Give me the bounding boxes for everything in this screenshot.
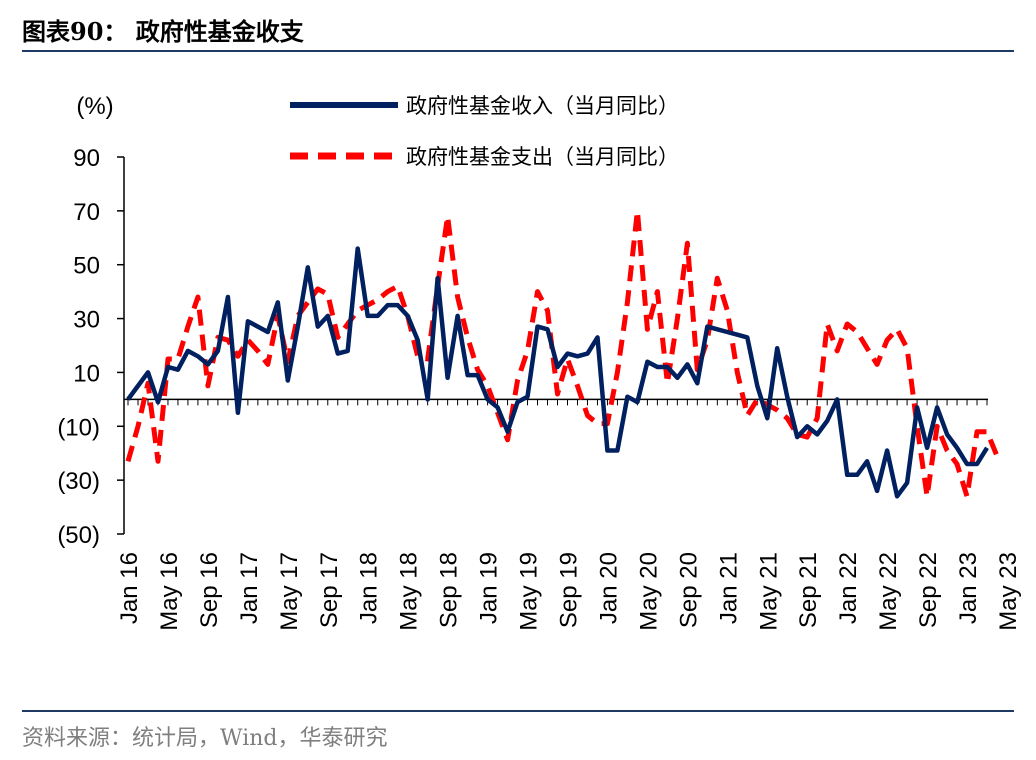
x-tick-label: Jan 17	[236, 552, 263, 624]
x-tick-label: Jan 16	[116, 552, 143, 624]
x-tick-label: Jan 22	[835, 552, 862, 624]
y-tick-label: (30)	[57, 468, 100, 495]
x-tick-label: May 17	[276, 552, 303, 631]
title-divider	[22, 50, 1014, 52]
y-tick-label: 30	[73, 307, 100, 334]
y-tick-label: 70	[73, 199, 100, 226]
x-tick-label: Jan 23	[955, 552, 982, 624]
y-tick-label: (50)	[57, 522, 100, 549]
x-tick-label: May 18	[396, 552, 423, 631]
x-tick-label: Jan 21	[715, 552, 742, 624]
x-tick-label: May 20	[635, 552, 662, 631]
x-tick-label: Sep 18	[436, 552, 463, 628]
legend-label: 政府性基金支出（当月同比）	[406, 145, 679, 169]
y-tick-label: 90	[73, 145, 100, 172]
x-tick-label: May 22	[875, 552, 902, 631]
y-tick-label: 50	[73, 253, 100, 280]
x-tick-label: Sep 17	[316, 552, 343, 628]
x-tick-label: Jan 20	[595, 552, 622, 624]
x-axis-ticks: Jan 16 May 16 Sep 16 Jan 17 May 17 Sep 17 Jan …	[116, 399, 1022, 631]
y-tick-label: 10	[73, 360, 100, 387]
chart-series	[125, 208, 1000, 499]
x-tick-label: Sep 19	[555, 552, 582, 628]
footer-divider	[22, 710, 1014, 712]
x-tick-label: Sep 22	[915, 552, 942, 628]
y-axis-ticks: 90 70 50 30 10 (10) (30) (50)	[57, 145, 124, 549]
y-tick-label: (10)	[57, 414, 100, 441]
legend-label: 政府性基金收入（当月同比）	[406, 94, 679, 118]
x-tick-label: Jan 19	[476, 552, 503, 624]
figure-title: 图表90： 政府性基金收支	[22, 17, 304, 46]
x-tick-label: May 16	[156, 552, 183, 631]
x-tick-label: Sep 16	[196, 552, 223, 628]
x-tick-label: May 19	[516, 552, 543, 631]
source-note: 资料来源：统计局，Wind，华泰研究	[22, 726, 388, 751]
series-expenditure-line	[125, 208, 1000, 499]
x-tick-label: Sep 20	[675, 552, 702, 628]
y-axis-unit: (%)	[76, 93, 113, 120]
x-tick-label: May 23	[995, 552, 1022, 631]
x-tick-label: Sep 21	[795, 552, 822, 628]
x-tick-label: Jan 18	[356, 552, 383, 624]
series-revenue-line	[126, 246, 989, 499]
x-tick-label: May 21	[755, 552, 782, 631]
chart-legend: 政府性基金收入（当月同比） 政府性基金支出（当月同比）	[290, 94, 679, 169]
